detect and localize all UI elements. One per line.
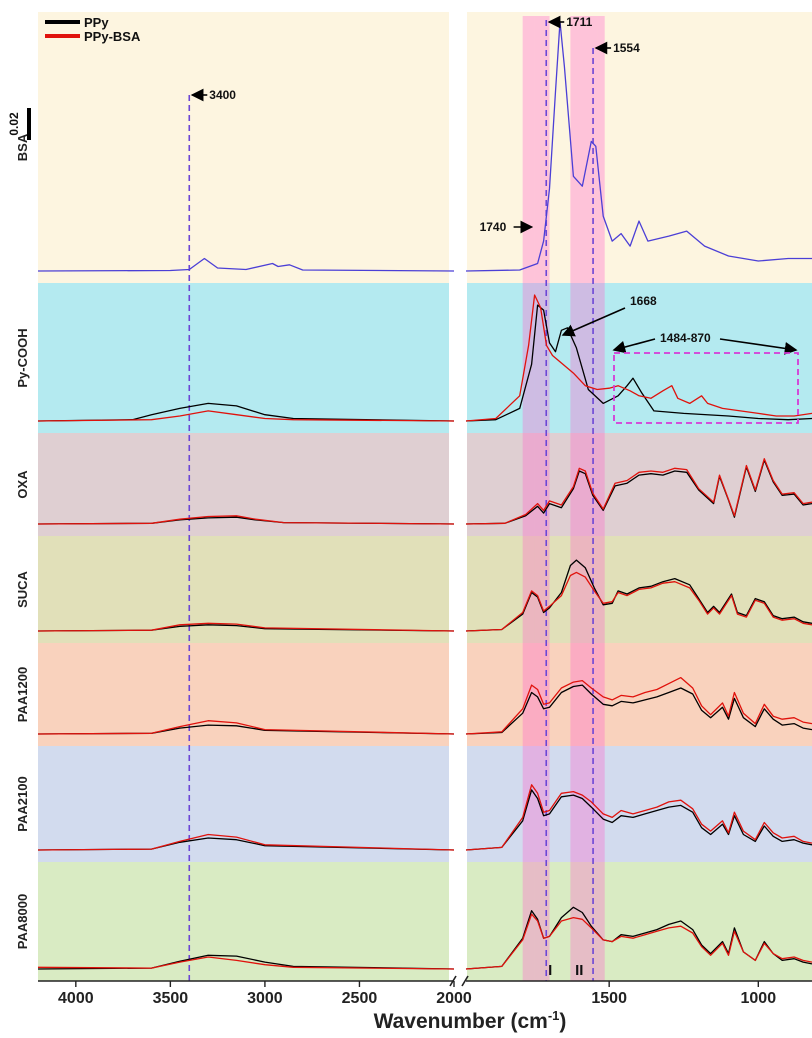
x-tick-label-2500: 2500 <box>342 990 378 1007</box>
trace-py-cooh-ppy-bsa-2 <box>465 294 812 422</box>
panel-bg-py-cooh <box>38 283 812 433</box>
reference-lines <box>188 20 594 981</box>
trace-oxa-ppy-bsa-1 <box>37 515 455 525</box>
panel-bg-paa8000 <box>38 862 812 981</box>
x-axis: 4000 3500 3000 2500 2000 1500 1000 Wavenumber … <box>38 975 812 1033</box>
x-tick-label-4000: 4000 <box>58 990 94 1007</box>
panel-label-bsa: BSA <box>15 133 30 161</box>
scale-bar-label: 0.02 <box>7 112 21 136</box>
scale-bar: 0.02 <box>7 108 31 140</box>
arrow-1668 <box>561 307 626 337</box>
panel-label-paa8000: PAA8000 <box>15 894 30 949</box>
trace-paa8000-ppy-bsa-1 <box>37 956 455 970</box>
trace-paa2100-ppy-bsa-1 <box>37 833 455 851</box>
x-tick-label-3500: 3500 <box>153 990 189 1007</box>
x-tick-label-2000: 2000 <box>436 990 472 1007</box>
x-tick-label-3000: 3000 <box>247 990 283 1007</box>
panel-bg-bsa <box>38 12 812 283</box>
trace-suca-ppy-bsa-2 <box>465 571 812 632</box>
trace-paa2100-ppy-bsa-2 <box>465 784 812 851</box>
annotation-1484-870: 1484-870 <box>660 331 711 345</box>
region-label-2: II <box>575 962 583 979</box>
annotation-1740: 1740 <box>480 220 507 234</box>
trace-paa2100-ppy-2 <box>465 789 812 851</box>
annotation-1668: 1668 <box>630 294 657 308</box>
legend-label-ppy-bsa: PPy-BSA <box>84 29 141 44</box>
highlight-band-2 <box>534 16 550 981</box>
trace-suca-ppy-bsa-1 <box>37 622 455 632</box>
panel-label-paa2100: PAA2100 <box>15 776 30 831</box>
panel-labels: BSA Py-COOH OXA SUCA PAA1200 PAA2100 PAA8000 <box>15 133 30 949</box>
trace-oxa-ppy-bsa-2 <box>465 458 812 525</box>
axis-break-gap <box>449 12 467 981</box>
legend-label-ppy: PPy <box>84 15 109 30</box>
panel-label-paa1200: PAA1200 <box>15 667 30 722</box>
trace-paa1200-ppy-bsa-2 <box>465 676 812 735</box>
annotation-1554: 1554 <box>613 41 640 55</box>
panel-bg-oxa <box>38 433 812 536</box>
x-axis-title: Wavenumber (cm-1) <box>374 1008 567 1033</box>
trace-paa1200-ppy-2 <box>465 684 812 735</box>
trace-bsa-bsa-2 <box>465 21 812 272</box>
panel-backgrounds <box>38 12 812 981</box>
arrow-1484-870-right <box>719 338 798 355</box>
panel-label-oxa: OXA <box>15 470 30 499</box>
trace-paa1200-ppy-bsa-1 <box>37 720 455 735</box>
trace-py-cooh-ppy-bsa-1 <box>37 410 455 422</box>
annotation-3400: 3400 <box>209 88 236 102</box>
panel-bg-suca <box>38 536 812 643</box>
region-label-1: I <box>548 962 552 979</box>
trace-py-cooh-ppy-1 <box>37 402 455 422</box>
panel-label-py-cooh: Py-COOH <box>15 328 30 387</box>
trace-paa8000-ppy-bsa-2 <box>465 913 812 970</box>
x-tick-label-1000: 1000 <box>741 990 777 1007</box>
axis-break-mark-1 <box>449 975 457 987</box>
axis-break-gap-fill <box>449 12 467 981</box>
x-ticks: 4000 3500 3000 2500 2000 1500 1000 <box>58 981 776 1007</box>
arrow-1484-870-left <box>612 338 656 354</box>
panel-bg-paa1200 <box>38 643 812 746</box>
panel-bg-paa2100 <box>38 746 812 862</box>
annotation-1711: 1711 <box>566 15 592 29</box>
x-tick-label-1500: 1500 <box>591 990 627 1007</box>
trace-bsa-bsa-1 <box>37 257 455 272</box>
spectra-traces <box>37 21 812 970</box>
region-box-1484-870 <box>613 352 799 424</box>
highlight-band-4 <box>597 16 605 981</box>
trace-py-cooh-ppy-2 <box>465 304 812 422</box>
panel-label-suca: SUCA <box>15 570 30 607</box>
axis-break-mark-2 <box>461 975 469 987</box>
trace-suca-ppy-2 <box>465 559 812 632</box>
highlight-band-1 <box>522 16 535 981</box>
